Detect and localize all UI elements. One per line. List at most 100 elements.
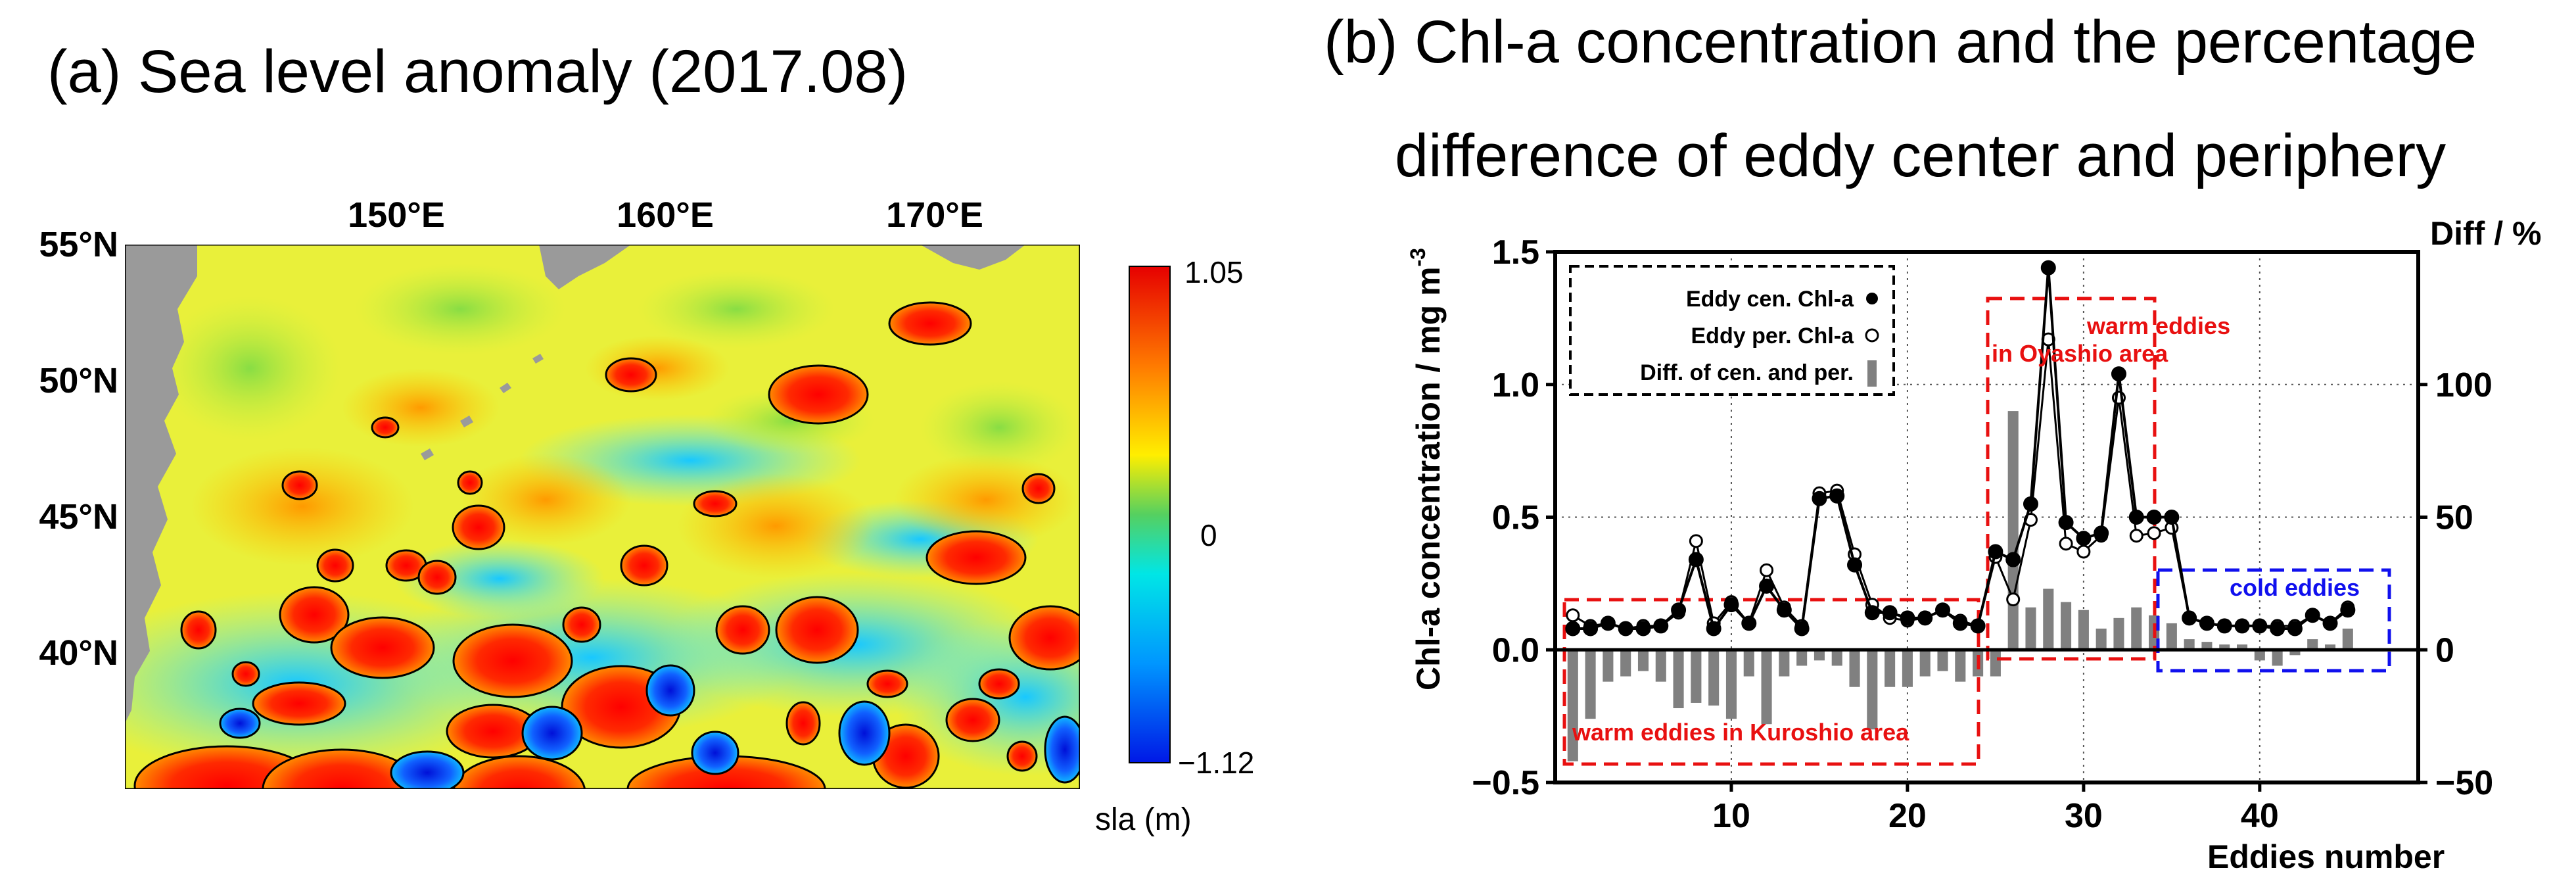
y-tick-label: 1.0	[1492, 366, 1539, 404]
diff-bar	[2201, 642, 2213, 650]
cold-eddy	[838, 700, 891, 766]
warm-eddy	[978, 668, 1020, 700]
chart-y-axis-label: Chl-a concentration / mg m-3	[1406, 248, 1447, 690]
y-tick-label: 0.5	[1492, 499, 1539, 537]
center-point	[2234, 618, 2250, 634]
x-tick-label: 30	[2065, 797, 2103, 835]
diff-bar	[2307, 639, 2318, 650]
legend-marker-diff	[1867, 360, 1877, 387]
periphery-point	[2006, 592, 2021, 607]
warm-eddy	[452, 504, 505, 550]
legend-frame	[1569, 265, 1895, 396]
land-kamchatka	[539, 245, 631, 289]
warm-eddy	[1021, 473, 1056, 504]
center-point	[2111, 366, 2126, 382]
diff-bar	[1955, 650, 1966, 682]
warm-eddy	[866, 669, 908, 698]
warm-eddy	[457, 470, 483, 495]
kuroshio-box	[1562, 598, 1980, 766]
diff-bar	[1990, 650, 2001, 677]
diff-bar	[1603, 650, 1614, 682]
map-x-tick: 150°E	[348, 195, 445, 235]
y2-tick-label: −50	[2435, 764, 2493, 802]
warm-eddy	[452, 623, 573, 698]
center-point	[1583, 621, 1599, 637]
chart-title-line2: difference of eddy center and periphery	[1395, 122, 2446, 189]
warm-eddy	[605, 357, 657, 393]
sla-map	[125, 245, 1080, 789]
warm-eddy	[371, 416, 400, 439]
map-y-tick: 50°N	[39, 361, 118, 400]
center-point	[2252, 618, 2268, 634]
y-tick-label: 0.0	[1492, 631, 1539, 669]
colorbar-gradient	[1129, 266, 1171, 763]
diff-bar	[2131, 607, 2142, 650]
periphery-point	[1689, 534, 1703, 548]
diff-bar	[1637, 650, 1649, 671]
diff-bar	[1867, 650, 1878, 730]
diff-bar	[2096, 628, 2107, 650]
center-point	[1618, 621, 1633, 637]
diff-bar	[2184, 639, 2195, 650]
diff-bar	[1796, 650, 1808, 666]
center-point	[2199, 615, 2214, 631]
annotation-oyashio-2: in Oyashio area	[1992, 340, 2168, 367]
center-point	[2340, 602, 2356, 618]
center-point	[1882, 605, 1898, 621]
center-point	[1688, 552, 1704, 567]
warm-eddy	[562, 606, 601, 643]
warm-eddy	[785, 701, 821, 746]
center-point	[1759, 578, 1775, 594]
center-point	[2005, 552, 2021, 567]
center-point	[1600, 615, 1616, 631]
diff-bar	[1937, 650, 1948, 671]
map-y-tick: 55°N	[39, 225, 118, 264]
center-point	[1741, 615, 1757, 631]
center-point	[1952, 615, 1968, 631]
diff-bar	[1655, 650, 1666, 682]
warm-eddy	[417, 560, 457, 595]
legend-label-periphery: Eddy per. Chl-a	[1691, 324, 1855, 348]
warm-eddy	[925, 530, 1027, 585]
center-point	[2287, 621, 2303, 637]
warm-eddy	[252, 681, 346, 726]
legend-label-center: Eddy cen. Chl-a	[1686, 287, 1854, 312]
chart-x-axis-label: Eddies number	[2207, 838, 2445, 875]
diff-bar	[1585, 650, 1596, 719]
center-point	[1671, 602, 1687, 618]
diff-bar	[2324, 644, 2336, 650]
x-tick-label: 10	[1712, 797, 1750, 835]
diff-bar	[1885, 650, 1896, 687]
center-point	[2023, 496, 2038, 512]
cold-eddy	[521, 706, 583, 761]
center-point	[1847, 557, 1863, 573]
center-point	[2216, 618, 2232, 634]
land-hokkaido-honshu	[125, 245, 197, 723]
chart-legend: Eddy cen. Chl-a Eddy per. Chl-a Diff. of…	[1569, 265, 1895, 396]
map-y-tick: 45°N	[39, 497, 118, 537]
center-point	[2322, 615, 2338, 631]
center-point	[2164, 510, 2180, 525]
warm-eddy	[231, 661, 260, 687]
center-point	[2040, 260, 2056, 276]
map-x-ticks: 150°E 160°E 170°E	[348, 195, 983, 235]
y-tick-label: −0.5	[1472, 764, 1539, 802]
center-point	[1776, 602, 1792, 618]
colorbar-label: sla (m)	[1095, 802, 1192, 837]
chart-y2-axis-label: Diff / %	[2430, 215, 2541, 252]
warm-eddy	[775, 596, 859, 664]
periphery-point	[2129, 529, 2143, 543]
x-tick-label: 20	[1888, 797, 1927, 835]
warm-eddy	[888, 301, 972, 346]
eddy-field	[133, 301, 1080, 789]
warm-eddy	[330, 616, 435, 679]
diff-bar	[2272, 650, 2283, 666]
cold-eddy	[691, 731, 739, 775]
diff-bar	[2078, 610, 2089, 650]
oyashio-box	[1986, 297, 2157, 661]
y2-tick-label: 0	[2435, 631, 2454, 669]
center-point	[2128, 510, 2144, 525]
diff-bar	[1779, 650, 1790, 677]
land-masses	[125, 245, 1025, 723]
center-point	[1812, 491, 1827, 506]
